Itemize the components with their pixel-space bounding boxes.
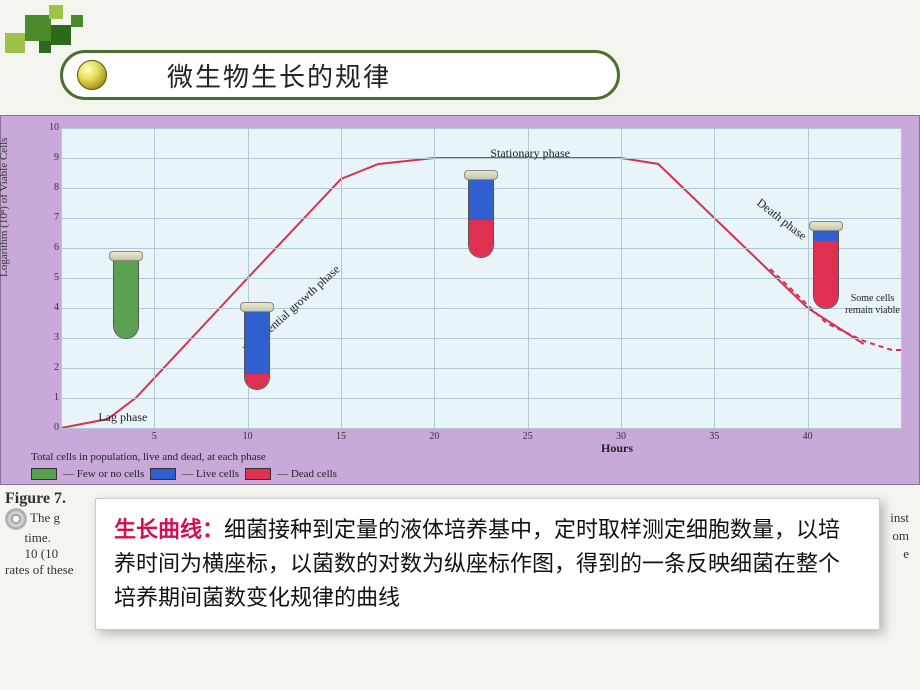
cd-icon	[5, 508, 27, 530]
x-tick: 35	[709, 431, 719, 442]
x-tick: 30	[616, 431, 626, 442]
bullet-sphere-icon	[77, 60, 107, 90]
caption-frag3: 10 (10	[25, 546, 59, 561]
y-tick: 5	[45, 272, 59, 283]
phase-label-stat: Stationary phase	[490, 146, 570, 161]
legend-swatch	[150, 468, 176, 480]
corner-decoration	[5, 5, 125, 55]
legend-swatch	[245, 468, 271, 480]
slide-title-box: 微生物生长的规律	[60, 50, 620, 100]
test-tube-icon	[111, 251, 141, 339]
y-tick: 2	[45, 362, 59, 373]
definition-callout: 生长曲线：细菌接种到定量的液体培养基中，定时取样测定细胞数量，以培养时间为横座标…	[95, 498, 880, 630]
test-tube-icon	[242, 302, 272, 390]
slide-title: 微生物生长的规律	[167, 57, 391, 94]
definition-key: 生长曲线：	[114, 517, 224, 542]
x-tick: 15	[336, 431, 346, 442]
chart-grid-area: Lag phaseExponential growth phaseStation…	[61, 128, 901, 428]
y-tick: 3	[45, 332, 59, 343]
y-axis-label: Logarithm (10ⁿ) of Viable Cells	[0, 138, 10, 277]
x-tick: 25	[523, 431, 533, 442]
x-tick: 10	[243, 431, 253, 442]
y-tick: 7	[45, 212, 59, 223]
legend-swatch	[31, 468, 57, 480]
y-tick: 6	[45, 242, 59, 253]
x-axis-label: Hours	[601, 441, 633, 456]
y-tick: 1	[45, 392, 59, 403]
x-tick: 20	[429, 431, 439, 442]
caption-frag1: The g	[30, 510, 60, 525]
y-tick: 9	[45, 152, 59, 163]
y-tick: 4	[45, 302, 59, 313]
phase-label-lag: Lag phase	[98, 410, 147, 425]
y-tick: 0	[45, 422, 59, 433]
caption-r1: inst	[890, 510, 909, 526]
legend-label: — Dead cells	[277, 468, 337, 480]
x-tick: 5	[152, 431, 157, 442]
y-tick: 10	[45, 122, 59, 133]
legend-label: — Few or no cells	[63, 468, 144, 480]
test-tube-icon	[811, 221, 841, 309]
growth-chart-panel: Logarithm (10ⁿ) of Viable Cells Hours La…	[0, 115, 920, 485]
legend-items: — Few or no cells — Live cells — Dead ce…	[31, 468, 337, 480]
legend-title: Total cells in population, live and dead…	[31, 451, 266, 463]
figure-label: Figure 7.	[5, 490, 66, 507]
caption-r3: e	[903, 546, 909, 562]
caption-frag4: rates of these	[5, 562, 74, 577]
y-tick: 8	[45, 182, 59, 193]
viable-note: Some cells remain viable	[845, 293, 900, 317]
x-tick: 40	[803, 431, 813, 442]
caption-frag2: time.	[25, 530, 51, 545]
legend-label: — Live cells	[182, 468, 239, 480]
caption-r2: om	[892, 528, 909, 544]
test-tube-icon	[466, 170, 496, 258]
